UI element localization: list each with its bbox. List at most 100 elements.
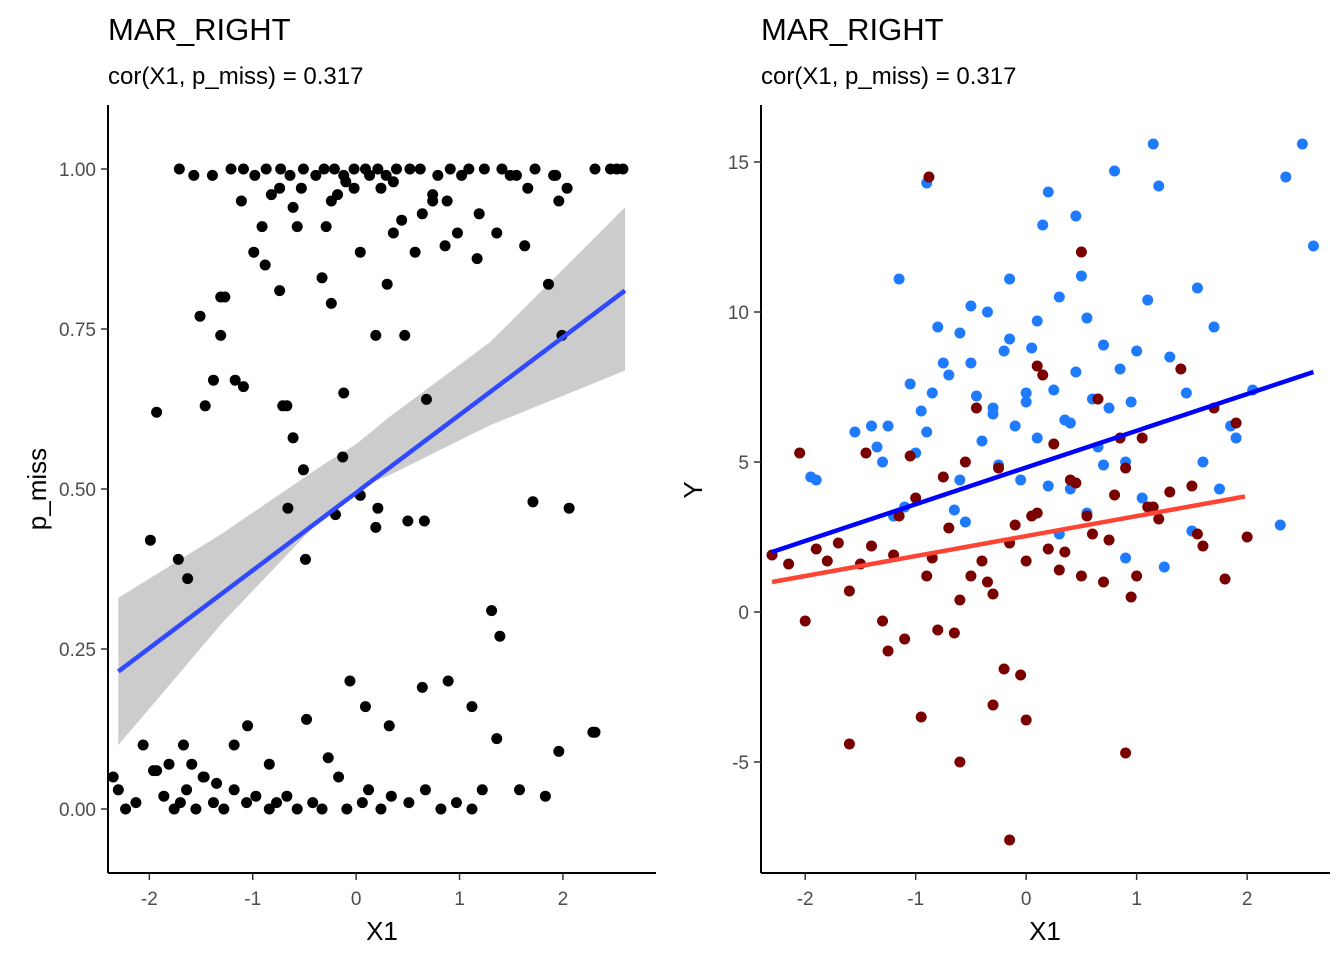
data-point [299, 553, 311, 565]
data-point [611, 163, 623, 175]
data-point-series-2 [965, 570, 977, 582]
data-point [491, 733, 503, 745]
data-point [172, 553, 184, 565]
data-point-series-2 [1092, 393, 1104, 405]
data-point-series-2 [1037, 369, 1049, 381]
data-point-series-1 [1070, 366, 1082, 378]
y-tick-label: 0.75 [59, 320, 96, 341]
data-point [553, 745, 565, 757]
data-point-series-1 [976, 435, 988, 447]
data-point [211, 777, 223, 789]
data-point-series-1 [1142, 294, 1154, 306]
data-point-series-2 [954, 756, 966, 768]
data-point-series-1 [1136, 492, 1148, 504]
data-point-series-2 [843, 585, 855, 597]
data-point-series-1 [893, 273, 905, 285]
data-point [287, 432, 299, 444]
x-tick-label: -2 [797, 889, 814, 910]
data-point [256, 221, 268, 233]
data-point [228, 784, 240, 796]
data-point [359, 701, 371, 713]
data-point [466, 701, 478, 713]
panel-left: MAR_RIGHT cor(X1, p_miss) = 0.317 X1 p_m… [22, 12, 656, 946]
data-point-series-2 [1230, 417, 1242, 429]
data-point [274, 182, 286, 194]
data-point [387, 227, 399, 239]
x-tick-label: 1 [1131, 889, 1142, 910]
data-point-series-2 [1031, 360, 1043, 372]
data-point [229, 374, 241, 386]
data-point-series-1 [998, 345, 1010, 357]
chart-subtitle-right: cor(X1, p_miss) = 0.317 [761, 63, 1016, 90]
data-point-series-1 [970, 390, 982, 402]
panel-right: MAR_RIGHT cor(X1, p_miss) = 0.317 X1 Y -… [678, 12, 1330, 946]
data-point [471, 253, 483, 265]
x-tick-label: -1 [244, 889, 261, 910]
data-point [344, 675, 356, 687]
data-point [144, 534, 156, 546]
data-point [271, 797, 283, 809]
data-point-series-1 [965, 357, 977, 369]
data-point [375, 803, 387, 815]
data-point [409, 246, 421, 258]
data-point [372, 163, 384, 175]
data-point [553, 195, 565, 207]
data-point-series-1 [1015, 474, 1027, 486]
data-point [491, 227, 503, 239]
data-point [137, 739, 149, 751]
data-point-series-2 [943, 522, 955, 534]
data-point [163, 758, 175, 770]
data-point-series-2 [981, 576, 993, 588]
data-point [206, 169, 218, 181]
data-point [380, 169, 392, 181]
data-point [403, 797, 415, 809]
data-point [310, 169, 322, 181]
data-point-series-2 [1020, 555, 1032, 567]
data-point [284, 169, 296, 181]
data-point-series-2 [1191, 528, 1203, 540]
data-point-series-2 [1098, 576, 1110, 588]
data-point-series-2 [998, 663, 1010, 675]
data-point [476, 784, 488, 796]
data-point [370, 521, 382, 533]
data-point [387, 176, 399, 188]
data-point [473, 208, 485, 220]
data-point [120, 803, 132, 815]
data-point-series-1 [1120, 552, 1132, 564]
data-point-series-2 [923, 171, 935, 183]
data-point [348, 182, 360, 194]
data-point [181, 784, 193, 796]
data-point [404, 163, 416, 175]
data-point [260, 163, 272, 175]
data-point [325, 297, 337, 309]
chart-title-left: MAR_RIGHT [108, 12, 291, 47]
data-point-series-1 [1230, 432, 1242, 444]
chart-title-right: MAR_RIGHT [761, 12, 944, 47]
data-point [348, 163, 360, 175]
data-point-series-2 [832, 537, 844, 549]
data-point [402, 515, 414, 527]
data-point-series-1 [954, 474, 966, 486]
data-point [248, 246, 260, 258]
data-point [282, 502, 294, 514]
data-point [341, 803, 353, 815]
data-point-series-1 [1004, 273, 1016, 285]
data-point-series-2 [1081, 510, 1093, 522]
data-point-series-2 [987, 699, 999, 711]
data-point [207, 797, 219, 809]
data-point-series-2 [1136, 432, 1148, 444]
data-point-series-2 [1009, 519, 1021, 531]
data-point [450, 797, 462, 809]
data-point [451, 227, 463, 239]
data-point-series-2 [1042, 543, 1054, 555]
data-point [198, 771, 210, 783]
data-point [215, 291, 227, 303]
data-point-series-2 [1048, 438, 1060, 450]
data-point [130, 797, 142, 809]
data-point-series-1 [1158, 561, 1170, 573]
data-point-series-2 [1219, 573, 1231, 585]
data-point [589, 163, 601, 175]
data-point-series-1 [1274, 519, 1286, 531]
data-point [385, 790, 397, 802]
y-axis-label-right: Y [678, 481, 708, 498]
